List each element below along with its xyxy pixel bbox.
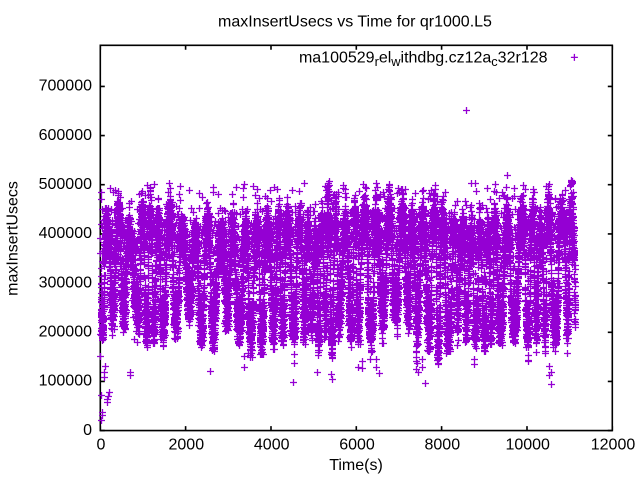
- svg-text:700000: 700000: [39, 78, 92, 95]
- svg-text:100000: 100000: [39, 373, 92, 390]
- svg-text:600000: 600000: [39, 127, 92, 144]
- svg-text:0: 0: [97, 437, 106, 454]
- svg-text:ma100529relwithdbg.cz12ac32r12: ma100529relwithdbg.cz12ac32r128: [299, 50, 548, 70]
- svg-text:2000: 2000: [169, 437, 205, 454]
- svg-text:500000: 500000: [39, 176, 92, 193]
- svg-text:maxInsertUsecs vs Time for qr1: maxInsertUsecs vs Time for qr1000.L5: [218, 14, 492, 31]
- svg-text:Time(s): Time(s): [329, 457, 383, 474]
- svg-text:300000: 300000: [39, 274, 92, 291]
- svg-text:12000: 12000: [591, 437, 636, 454]
- svg-text:400000: 400000: [39, 225, 92, 242]
- svg-text:maxInsertUsecs: maxInsertUsecs: [5, 181, 22, 296]
- svg-text:8000: 8000: [425, 437, 461, 454]
- svg-text:6000: 6000: [339, 437, 375, 454]
- svg-text:4000: 4000: [254, 437, 290, 454]
- svg-text:10000: 10000: [505, 437, 550, 454]
- svg-text:0: 0: [83, 422, 92, 439]
- svg-text:200000: 200000: [39, 324, 92, 341]
